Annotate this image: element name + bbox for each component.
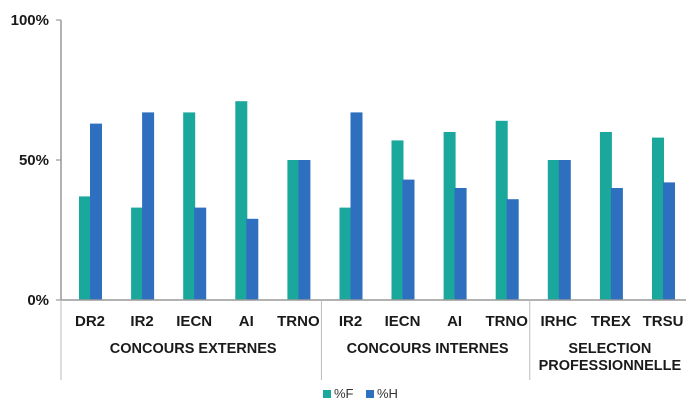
bar-h — [90, 123, 102, 300]
bars — [79, 101, 675, 301]
x-category-label: TRNO — [485, 313, 528, 330]
bar-f — [339, 207, 352, 300]
x-category-label: AI — [447, 313, 462, 330]
x-category-label: IRHC — [540, 313, 577, 330]
x-category-label: TREX — [591, 313, 631, 330]
category-labels: DR2 IR2 IECN AI TRNO IR2 IECN AI TRNO IRHC TREX TRS… — [75, 313, 683, 330]
x-category-label: IECN — [176, 313, 212, 330]
bar-f — [79, 196, 91, 300]
group-label: PROFESSIONNELLE — [539, 358, 682, 374]
group-label: CONCOURS INTERNES — [347, 341, 509, 357]
y-tick-label: 100% — [11, 12, 49, 29]
y-tick-label: 0% — [27, 292, 49, 309]
x-category-label: IR2 — [339, 313, 362, 330]
bar-f — [547, 160, 560, 300]
bar-f — [391, 140, 404, 300]
bar-h — [610, 188, 623, 300]
group-labels: CONCOURS EXTERNES CONCOURS INTERNES SELECT… — [60, 300, 682, 380]
bar-h — [558, 160, 571, 300]
x-category-label: IECN — [385, 313, 421, 330]
bar-f — [131, 207, 144, 300]
legend-swatch — [323, 390, 331, 398]
x-category-label: AI — [239, 313, 254, 330]
x-category-label: TRSU — [643, 313, 684, 330]
group-label: SELECTION — [568, 341, 651, 357]
bar-h — [194, 207, 207, 300]
legend-swatch — [366, 390, 374, 398]
bar-h — [246, 218, 259, 300]
group-label: CONCOURS EXTERNES — [110, 341, 277, 357]
legend: %F %H — [323, 386, 398, 401]
bar-f — [235, 101, 248, 300]
y-tick-label: 50% — [19, 152, 49, 169]
bar-h — [350, 112, 363, 301]
bar-h — [298, 160, 311, 300]
x-category-label: IR2 — [130, 313, 153, 330]
x-category-label: TRNO — [277, 313, 320, 330]
legend-label: %F — [334, 386, 354, 401]
bar-h — [142, 112, 155, 301]
x-category-label: DR2 — [75, 313, 105, 330]
bar-f — [443, 132, 456, 300]
bar-h — [402, 179, 415, 300]
bar-f — [599, 132, 612, 300]
legend-label: %H — [377, 386, 398, 401]
bar-f — [183, 112, 196, 301]
bar-f — [287, 160, 300, 300]
bar-h — [454, 188, 467, 300]
bar-f — [495, 120, 508, 300]
bar-f — [652, 137, 664, 300]
y-axis-ticks: 0% 50% 100% — [11, 12, 61, 309]
bar-h — [506, 199, 519, 300]
bar-h — [663, 182, 675, 300]
